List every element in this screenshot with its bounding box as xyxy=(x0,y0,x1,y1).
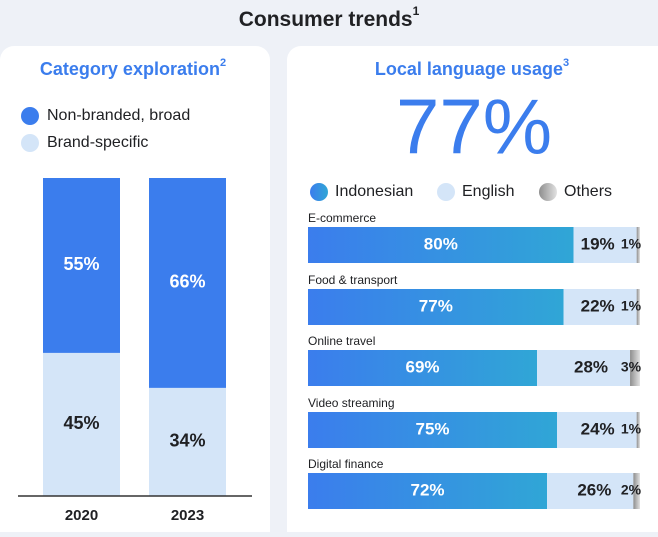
bar-segment xyxy=(43,178,120,353)
legend-label: Brand-specific xyxy=(47,134,148,151)
value-label: 2% xyxy=(621,482,642,498)
value-label: 75% xyxy=(415,419,449,438)
value-label: 69% xyxy=(406,357,440,376)
bar-segment xyxy=(308,473,548,509)
bar-segment xyxy=(43,352,120,496)
bar-segment xyxy=(636,227,640,263)
value-label: 3% xyxy=(621,359,642,375)
legend-label: English xyxy=(462,183,514,200)
bar-segment xyxy=(308,412,557,448)
value-label: 22% xyxy=(581,296,615,315)
bar-segment xyxy=(630,350,640,386)
x-tick-label: 2020 xyxy=(65,507,98,524)
chart-title-text: Category exploration xyxy=(40,59,220,79)
title-text: Consumer trends xyxy=(239,8,413,31)
bar-segment xyxy=(633,473,640,509)
bar-segment xyxy=(547,473,634,509)
bar-segment xyxy=(149,387,226,496)
chart-title: Category exploration2 xyxy=(40,57,226,79)
bar-segment xyxy=(636,412,640,448)
page-title: Consumer trends1 xyxy=(239,4,420,30)
value-label: 72% xyxy=(411,480,445,499)
legend-swatch xyxy=(539,183,557,201)
bar-segment xyxy=(308,289,564,325)
legend-swatch xyxy=(21,134,39,152)
value-label: 24% xyxy=(581,419,615,438)
bar-segment xyxy=(149,178,226,388)
value-label: 66% xyxy=(169,272,205,292)
category-label: Food & transport xyxy=(308,273,398,287)
category-label: E-commerce xyxy=(308,211,376,225)
value-label: 45% xyxy=(63,413,99,433)
value-label: 26% xyxy=(577,480,611,499)
bar-segment xyxy=(308,350,538,386)
value-label: 1% xyxy=(621,236,642,252)
value-label: 55% xyxy=(63,254,99,274)
value-label: 1% xyxy=(621,298,642,314)
bar-segment xyxy=(557,412,637,448)
headline-stat: 77% xyxy=(396,83,552,171)
chart-title-note: 3 xyxy=(563,57,569,69)
value-label: 80% xyxy=(424,234,458,253)
legend-swatch xyxy=(310,183,328,201)
bar-segment xyxy=(537,350,631,386)
category-label: Digital finance xyxy=(308,457,384,471)
legend-label: Others xyxy=(564,183,612,200)
value-label: 77% xyxy=(419,296,453,315)
legend-swatch xyxy=(437,183,455,201)
bar-segment xyxy=(573,227,637,263)
value-label: 1% xyxy=(621,421,642,437)
value-label: 28% xyxy=(574,357,608,376)
title-note: 1 xyxy=(413,4,420,18)
value-label: 19% xyxy=(581,234,615,253)
bar-segment xyxy=(563,289,637,325)
chart-title-note: 2 xyxy=(220,57,226,69)
bar-segment xyxy=(308,227,574,263)
legend-swatch xyxy=(21,107,39,125)
chart-title: Local language usage3 xyxy=(375,57,569,79)
category-label: Video streaming xyxy=(308,396,395,410)
x-tick-label: 2023 xyxy=(171,507,204,524)
chart-title-text: Local language usage xyxy=(375,59,563,79)
legend-label: Non-branded, broad xyxy=(47,107,190,124)
category-label: Online travel xyxy=(308,334,375,348)
legend-label: Indonesian xyxy=(335,183,413,200)
bar-segment xyxy=(636,289,640,325)
value-label: 34% xyxy=(169,431,205,451)
